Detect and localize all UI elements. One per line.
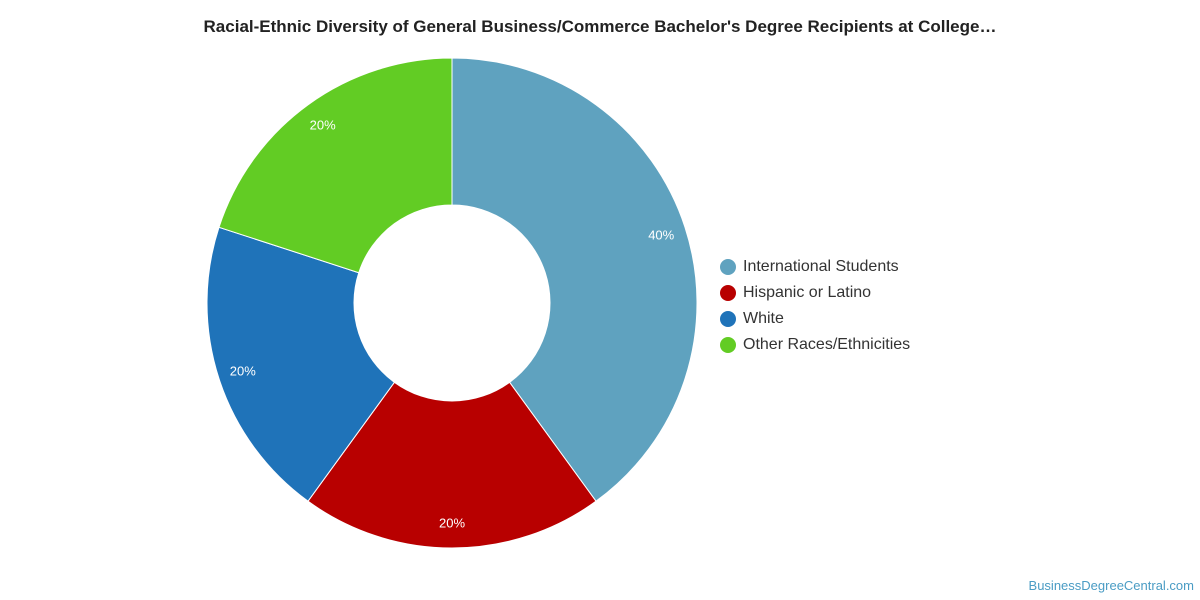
legend-item[interactable]: International Students [720, 254, 910, 280]
legend-item[interactable]: Other Races/Ethnicities [720, 332, 910, 358]
legend-item[interactable]: Hispanic or Latino [720, 280, 910, 306]
slice-white[interactable] [206, 226, 396, 502]
legend-label: Other Races/Ethnicities [743, 336, 911, 353]
chart-title: Racial-Ethnic Diversity of General Busin… [203, 17, 997, 36]
legend-swatch [720, 311, 736, 327]
legend-swatch [720, 259, 736, 275]
watermark[interactable]: BusinessDegreeCentral.com [1028, 578, 1194, 593]
legend-swatch [720, 285, 736, 301]
slice-hispanic-or-latino[interactable] [307, 381, 597, 549]
slice-label: 20% [230, 363, 256, 378]
slice-other-races-ethnicities[interactable] [218, 57, 453, 274]
legend-label: Hispanic or Latino [743, 284, 872, 301]
slice-label: 40% [648, 228, 674, 243]
slice-label: 20% [439, 516, 465, 531]
slice-label: 20% [310, 118, 336, 133]
legend-label: White [743, 310, 784, 327]
legend-label: International Students [743, 258, 899, 275]
chart-legend: International Students Hispanic or Latino… [720, 254, 910, 358]
legend-swatch [720, 337, 736, 353]
legend-item[interactable]: White [720, 306, 910, 332]
slice-international-students[interactable] [451, 57, 698, 502]
